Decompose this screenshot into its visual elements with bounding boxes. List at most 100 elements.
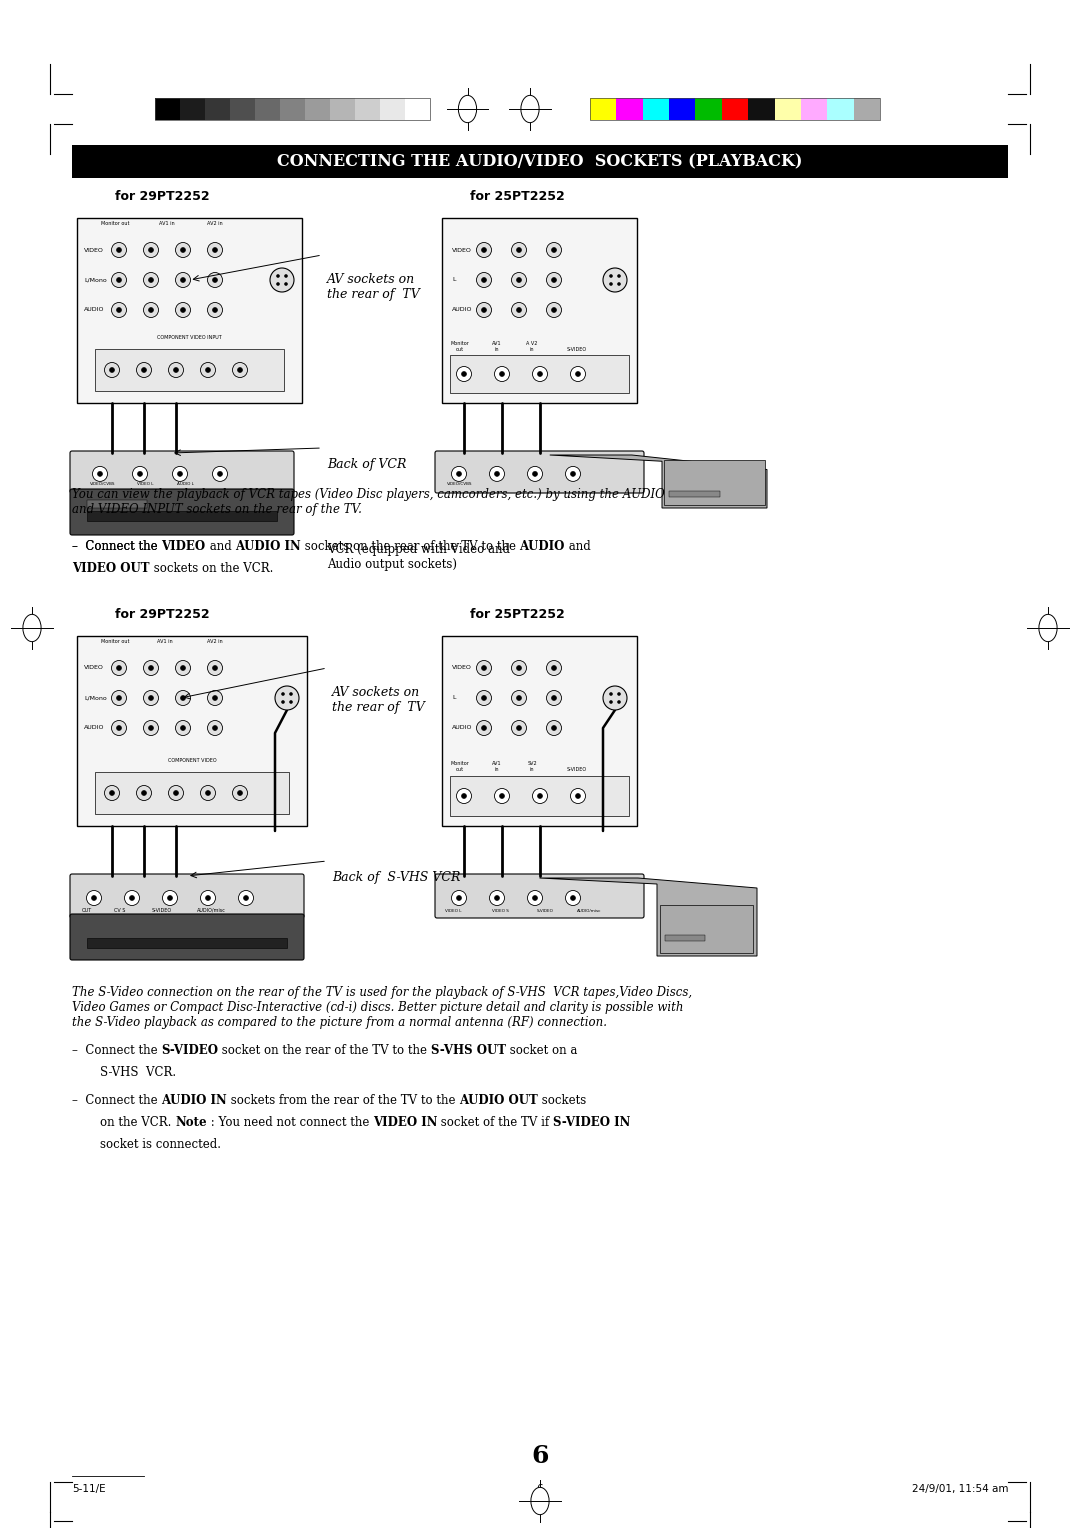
Circle shape — [92, 895, 96, 900]
Circle shape — [275, 686, 299, 711]
Circle shape — [168, 362, 184, 377]
Ellipse shape — [23, 614, 41, 642]
Circle shape — [603, 686, 627, 711]
Circle shape — [552, 248, 556, 252]
Circle shape — [566, 891, 581, 906]
Circle shape — [111, 272, 126, 287]
Text: socket on the rear of the TV to the: socket on the rear of the TV to the — [218, 1044, 431, 1057]
Ellipse shape — [531, 1487, 549, 1514]
Circle shape — [133, 466, 148, 481]
Circle shape — [124, 891, 139, 906]
Circle shape — [136, 785, 151, 801]
Circle shape — [180, 726, 186, 730]
Bar — [87, 510, 276, 521]
Circle shape — [201, 891, 216, 906]
Circle shape — [149, 278, 153, 283]
Circle shape — [617, 283, 621, 286]
Text: L/Mono: L/Mono — [84, 695, 107, 700]
Circle shape — [495, 472, 499, 477]
Bar — [748, 98, 774, 121]
Bar — [670, 98, 696, 121]
Circle shape — [576, 371, 580, 376]
Text: –  Connect the: – Connect the — [72, 1044, 161, 1057]
Circle shape — [527, 891, 542, 906]
Circle shape — [86, 891, 102, 906]
Circle shape — [546, 272, 562, 287]
Text: Monitor
out: Monitor out — [450, 341, 470, 351]
Circle shape — [516, 307, 522, 313]
Text: socket is connected.: socket is connected. — [100, 1138, 221, 1151]
Text: Back of VCR: Back of VCR — [327, 458, 406, 471]
Bar — [95, 348, 284, 391]
Text: sockets: sockets — [538, 1094, 586, 1106]
Text: Back of  S-VHS VCR: Back of S-VHS VCR — [332, 871, 460, 885]
Circle shape — [149, 307, 153, 313]
Circle shape — [105, 785, 120, 801]
Circle shape — [207, 721, 222, 735]
Text: L/Mono: L/Mono — [84, 278, 107, 283]
Text: AUDIO IN: AUDIO IN — [235, 539, 300, 553]
Text: S-VHS OUT: S-VHS OUT — [431, 1044, 507, 1057]
Bar — [380, 98, 405, 121]
Circle shape — [482, 248, 486, 252]
Bar — [442, 219, 637, 403]
Circle shape — [546, 243, 562, 258]
Bar — [95, 772, 289, 814]
Bar — [72, 145, 1008, 177]
Circle shape — [144, 272, 159, 287]
Circle shape — [117, 278, 121, 283]
Circle shape — [499, 371, 504, 376]
Text: S-VIDEO: S-VIDEO — [537, 909, 554, 914]
Text: AV sockets on
the rear of  TV: AV sockets on the rear of TV — [332, 686, 424, 714]
Circle shape — [617, 274, 621, 278]
Text: sockets on the VCR.: sockets on the VCR. — [149, 562, 273, 575]
Text: S-VIDEO: S-VIDEO — [567, 347, 588, 351]
Bar — [280, 98, 305, 121]
Circle shape — [482, 307, 486, 313]
Circle shape — [538, 371, 542, 376]
Circle shape — [566, 466, 581, 481]
Circle shape — [117, 307, 121, 313]
Circle shape — [149, 726, 153, 730]
Text: for 29PT2252: for 29PT2252 — [114, 189, 210, 203]
Circle shape — [173, 466, 188, 481]
Circle shape — [276, 274, 280, 278]
Circle shape — [570, 472, 576, 477]
Text: CV S: CV S — [114, 908, 125, 914]
Circle shape — [570, 367, 585, 382]
Circle shape — [213, 278, 217, 283]
Circle shape — [144, 660, 159, 675]
Text: S-VIDEO: S-VIDEO — [152, 908, 172, 914]
Circle shape — [512, 243, 527, 258]
Circle shape — [476, 272, 491, 287]
Circle shape — [552, 695, 556, 700]
Text: AUDIO: AUDIO — [453, 726, 472, 730]
Text: You can view the playback of VCR tapes (Video Disc players, camcorders, etc.) by: You can view the playback of VCR tapes (… — [72, 487, 665, 516]
Text: –  Connect the: – Connect the — [72, 1094, 161, 1106]
Text: 5-11/E: 5-11/E — [72, 1484, 106, 1494]
Circle shape — [243, 895, 248, 900]
Bar — [205, 98, 230, 121]
Circle shape — [457, 788, 472, 804]
Text: Monitor out: Monitor out — [100, 222, 130, 226]
Circle shape — [105, 362, 120, 377]
Circle shape — [546, 691, 562, 706]
Text: L: L — [453, 695, 456, 700]
Text: The S-Video connection on the rear of the TV is used for the playback of S-VHS  : The S-Video connection on the rear of th… — [72, 986, 692, 1028]
Circle shape — [532, 472, 538, 477]
Circle shape — [516, 278, 522, 283]
Text: VIDEO S: VIDEO S — [492, 909, 509, 914]
Circle shape — [516, 666, 522, 671]
Bar — [87, 500, 147, 507]
Circle shape — [213, 307, 217, 313]
Circle shape — [281, 692, 285, 695]
Circle shape — [270, 267, 294, 292]
Text: AV1
in: AV1 in — [492, 761, 502, 772]
Circle shape — [276, 283, 280, 286]
Circle shape — [205, 895, 211, 900]
Circle shape — [512, 303, 527, 318]
Circle shape — [281, 700, 285, 704]
Circle shape — [207, 660, 222, 675]
Circle shape — [476, 691, 491, 706]
Text: VIDEO: VIDEO — [84, 666, 104, 671]
